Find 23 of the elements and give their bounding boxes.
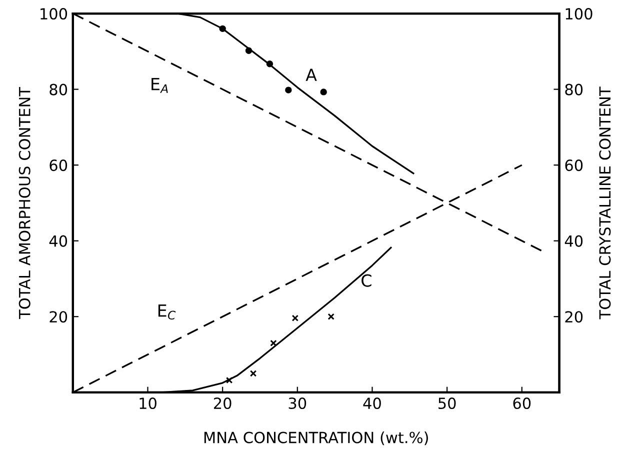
y-tick-label: 100	[40, 8, 68, 20]
x-tick-label: 60	[513, 398, 531, 410]
y-axis-title: TOTAL AMORPHOUS CONTENT	[18, 86, 30, 319]
y-tick-label: 20	[50, 311, 68, 323]
series-label: E$_{C}$	[158, 304, 176, 320]
series-label: E$_{A}$	[152, 78, 168, 93]
x-tick-label: 10	[140, 398, 156, 410]
y2-tick-label: 80	[565, 84, 583, 96]
y-tick-label: 60	[50, 160, 68, 172]
y2-tick-label: 100	[566, 8, 592, 20]
x-axis-title: MNA CONCENTRATION (wt.%)	[204, 431, 428, 446]
y2-tick-label: 60	[565, 160, 583, 172]
x-tick-label: 30	[288, 398, 306, 410]
y2-tick-label: 40	[564, 235, 583, 247]
x-tick-label: 40	[363, 398, 381, 410]
y2-axis-title: TOTAL CRYSTALLINE CONTENT	[599, 86, 611, 320]
x-tick-label: 20	[214, 398, 232, 410]
y-tick-label: 80	[50, 84, 68, 96]
x-tick-label: 50	[438, 398, 456, 410]
series-label: A	[306, 68, 317, 81]
series-label: C	[362, 274, 372, 287]
y2-tick-label: 20	[565, 311, 583, 323]
y-tick-label: 40	[49, 235, 68, 247]
